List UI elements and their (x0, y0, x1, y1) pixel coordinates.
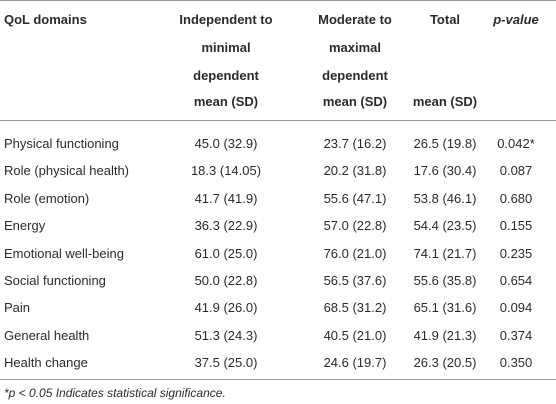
header-cell: Independent to (179, 12, 273, 27)
data-cell: 17.6 (30.4) (413, 163, 477, 179)
data-cell: 0.087 (499, 163, 533, 179)
row-label: Energy (4, 218, 46, 234)
data-cell: 45.0 (32.9) (194, 136, 258, 151)
data-cell: 37.5 (25.0) (194, 355, 258, 371)
row-label: Emotional well-being (4, 245, 124, 261)
data-cell: 68.5 (31.2) (323, 300, 387, 316)
header-cell: Total (429, 12, 461, 27)
data-cell: 0.680 (499, 190, 533, 206)
row-label: General health (4, 327, 90, 343)
row-label: Social functioning (4, 273, 106, 288)
data-cell: 0.374 (499, 327, 533, 343)
bottom-rule (0, 379, 556, 380)
data-cell: 55.6 (35.8) (413, 273, 477, 288)
data-cell: 0.042* (497, 136, 535, 151)
header-cell: mean (SD) (412, 94, 478, 109)
header-cell: maximal (328, 40, 382, 55)
header-cell: dependent (193, 68, 259, 83)
data-cell: 0.235 (499, 245, 533, 261)
data-cell: 56.5 (37.6) (323, 273, 387, 288)
data-cell: 24.6 (19.7) (323, 355, 387, 371)
row-label: Role (emotion) (4, 190, 90, 206)
header-cell: minimal (201, 40, 251, 55)
data-cell: 40.5 (21.0) (323, 327, 387, 343)
row-label: Physical functioning (4, 136, 119, 151)
data-cell: 51.3 (24.3) (194, 327, 258, 343)
row-label: Pain (4, 300, 31, 316)
row-label: Role (physical health) (4, 163, 130, 179)
data-cell: 74.1 (21.7) (413, 245, 477, 261)
data-cell: 0.094 (499, 300, 533, 316)
data-cell: 41.9 (26.0) (194, 300, 258, 316)
header-cell: mean (SD) (322, 94, 388, 109)
header-cell: Moderate to (318, 12, 392, 27)
data-cell: 0.654 (499, 273, 533, 288)
data-cell: 61.0 (25.0) (194, 245, 258, 261)
row-label: Health change (4, 355, 88, 371)
data-cell: 0.350 (499, 355, 533, 371)
data-cell: 54.4 (23.5) (413, 218, 477, 234)
data-cell: 36.3 (22.9) (194, 218, 258, 234)
header-cell: QoL domains (4, 12, 87, 27)
data-cell: 65.1 (31.6) (413, 300, 477, 316)
data-cell: 26.5 (19.8) (413, 136, 477, 151)
header-cell: dependent (322, 68, 388, 83)
header-rule (0, 120, 556, 121)
data-cell: 41.7 (41.9) (194, 190, 258, 206)
data-cell: 0.155 (499, 218, 533, 234)
data-cell: 18.3 (14.05) (190, 163, 262, 179)
data-cell: 76.0 (21.0) (323, 245, 387, 261)
top-rule (0, 0, 556, 1)
data-cell: 26.3 (20.5) (413, 355, 477, 371)
data-cell: 55.6 (47.1) (323, 190, 387, 206)
data-cell: 20.2 (31.8) (323, 163, 387, 179)
data-cell: 41.9 (21.3) (413, 327, 477, 343)
data-cell: 23.7 (16.2) (323, 136, 387, 151)
header-cell: mean (SD) (193, 94, 259, 109)
header-cell: p-value (493, 12, 539, 27)
data-cell: 57.0 (22.8) (323, 218, 387, 234)
footnote: *p < 0.05 Indicates statistical signific… (4, 386, 226, 400)
data-cell: 50.0 (22.8) (194, 273, 258, 288)
data-cell: 53.8 (46.1) (413, 190, 477, 206)
